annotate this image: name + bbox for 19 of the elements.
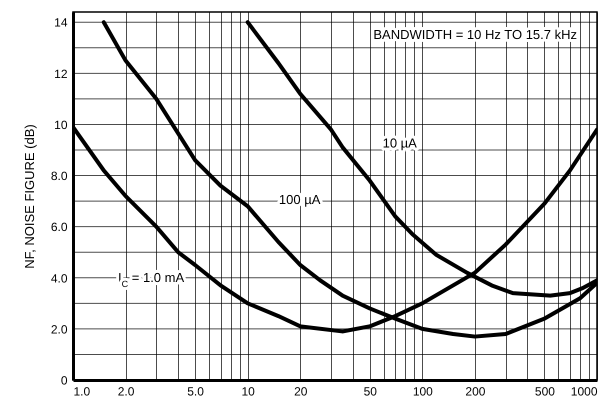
x-tick-label: 1.0: [74, 384, 91, 398]
x-tick-label: 5.0: [187, 384, 204, 398]
x-tick-label: 500: [534, 384, 556, 398]
y-tick-label: 12: [54, 66, 68, 81]
x-tick-label: 1000: [570, 384, 598, 398]
y-tick-label: 10: [54, 118, 68, 132]
y-tick-label: 14: [54, 16, 68, 30]
y-tick-label: 2.0: [50, 322, 68, 336]
x-tick-label: 200: [465, 384, 486, 398]
y-tick-label: 0: [60, 374, 68, 388]
x-tick-label: 10: [241, 384, 256, 398]
x-tick-label: 100: [412, 384, 434, 398]
x-tick-label: 50: [364, 384, 378, 398]
y-tick-label: 8.0: [50, 169, 68, 184]
y-tick-label: 6.0: [50, 220, 68, 234]
y-tick-label: 4.0: [50, 271, 68, 286]
x-tick-label: 20: [294, 384, 308, 398]
y-axis-title: NF, NOISE FIGURE (dB): [22, 124, 37, 269]
x-tick-label: 2.0: [118, 384, 135, 398]
